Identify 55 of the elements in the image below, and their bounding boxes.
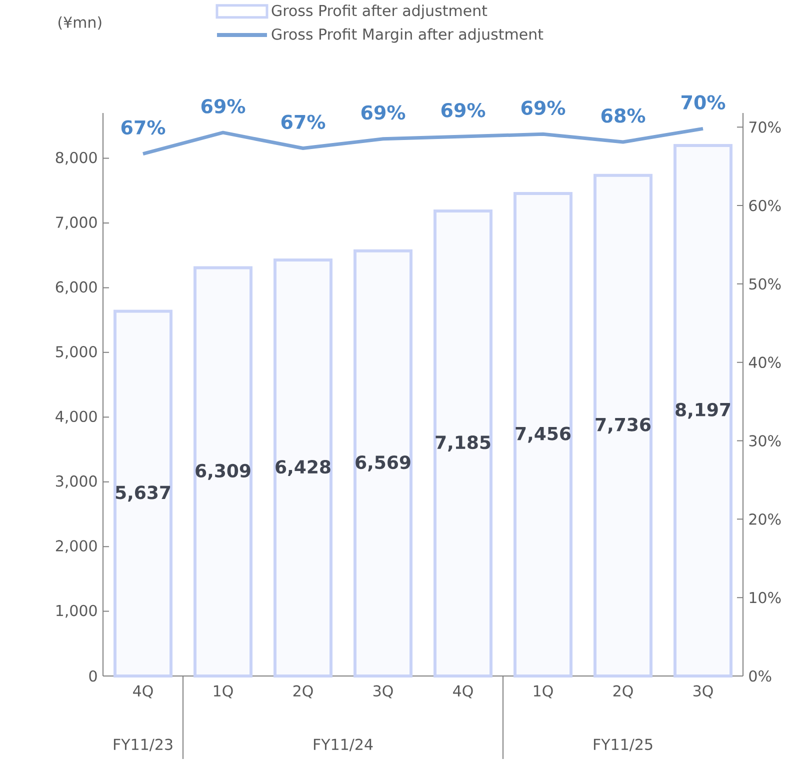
data-label: 69% [361, 105, 406, 120]
data-label: 6,428 [276, 460, 330, 476]
y2-tick-label: 10% [750, 592, 781, 604]
bar [434, 210, 493, 678]
data-label: 69% [521, 100, 566, 115]
text: FY11/24 [314, 738, 373, 752]
x-tick-label: 3Q [693, 685, 713, 698]
x-tick-label: 1Q [214, 685, 233, 698]
text: (¥mn) [58, 16, 102, 30]
data-label: 67% [281, 114, 326, 130]
x-tick-label: 4Q [453, 685, 473, 698]
y-tick-label: 1,000 [56, 604, 97, 618]
data-label: 7,736 [596, 418, 651, 434]
x-tick-label: 2Q [293, 685, 313, 698]
data-label: 5,637 [116, 486, 170, 502]
bar [114, 310, 172, 678]
y2-tick-label: 40% [748, 356, 781, 368]
y-tick-label: 0 [89, 670, 97, 682]
y-tick-label: 3,000 [56, 475, 97, 488]
x-tick-label: 2Q [613, 685, 633, 698]
data-label: 68% [601, 108, 646, 123]
data-label: 70% [682, 95, 726, 110]
bar [674, 144, 733, 678]
y2-tick-label: 30% [749, 435, 781, 446]
legend-label: Gross Profit Margin after adjustment [272, 28, 544, 43]
data-label: 69% [441, 102, 486, 118]
y-tick-label: 8,000 [56, 152, 97, 165]
y-tick-label: 7,000 [56, 216, 97, 230]
data-label: 67% [121, 120, 166, 135]
bar [274, 258, 333, 678]
y-tick-label: 6,000 [56, 281, 97, 294]
y2-tick-label: 50% [749, 278, 781, 290]
y2-tick-label: 0% [749, 670, 772, 682]
data-label: 6,309 [196, 464, 250, 480]
x-tick-label: 4Q [133, 685, 153, 698]
x-tick-label: 3Q [373, 685, 393, 698]
y-tick-label: 4,000 [56, 410, 97, 424]
data-label: 69% [201, 99, 246, 114]
y-tick-label: 2,000 [56, 540, 97, 554]
text: FY11/23 [114, 738, 172, 752]
bar [514, 192, 573, 678]
y-tick-label: 5,000 [56, 346, 97, 359]
y2-tick-label: 70% [749, 121, 781, 133]
y2-tick-label: 60% [749, 200, 781, 212]
bar [354, 249, 413, 678]
data-label: 7,456 [516, 426, 571, 443]
data-label: 7,185 [436, 436, 490, 452]
x-tick-label: 1Q [534, 685, 553, 698]
data-label: 6,569 [356, 455, 410, 472]
legend-label: Gross Profit after adjustment [272, 4, 488, 20]
y2-tick-label: 20% [749, 513, 781, 525]
text: FY11/25 [594, 738, 652, 752]
bar [194, 266, 253, 678]
data-label: 8,197 [676, 402, 730, 419]
bar [594, 174, 653, 678]
